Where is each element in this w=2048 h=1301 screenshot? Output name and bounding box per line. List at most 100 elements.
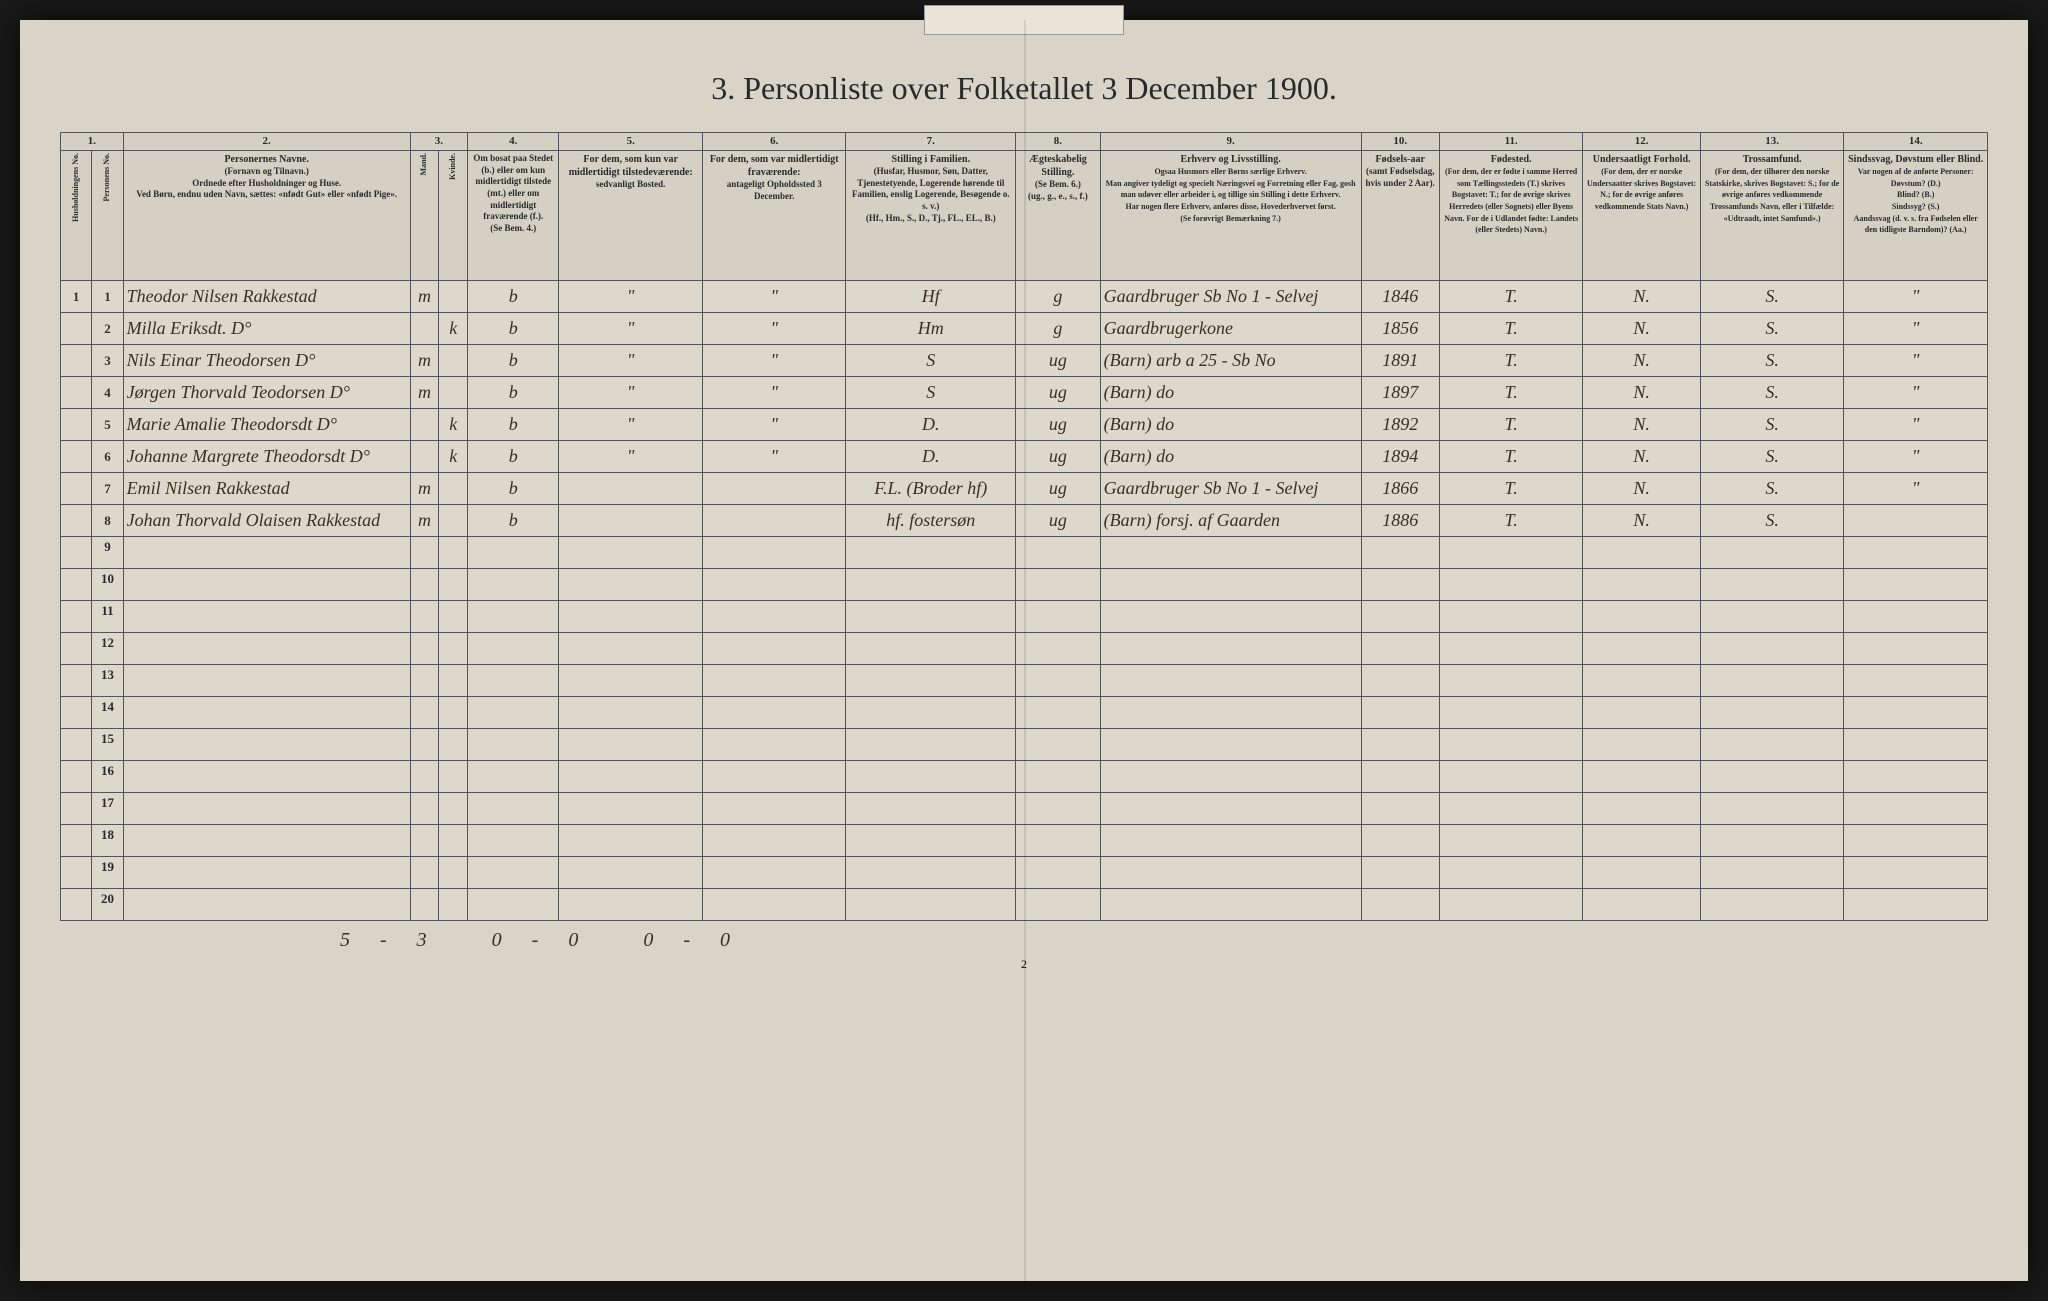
cell-occupation bbox=[1100, 569, 1361, 601]
cell-year bbox=[1361, 793, 1439, 825]
cell-household bbox=[61, 377, 92, 409]
cell-residence bbox=[468, 889, 559, 921]
cell-nationality: N. bbox=[1583, 281, 1700, 313]
cell-family bbox=[846, 889, 1016, 921]
cell-temp-absent bbox=[702, 857, 846, 889]
cell-name: Milla Eriksdt. D° bbox=[123, 313, 410, 345]
colnum-6: 6. bbox=[702, 133, 846, 151]
cell-year bbox=[1361, 601, 1439, 633]
cell-family: hf. fostersøn bbox=[846, 505, 1016, 537]
cell-disability: " bbox=[1844, 377, 1988, 409]
cell-sex-m: m bbox=[410, 345, 439, 377]
cell-year bbox=[1361, 665, 1439, 697]
cell-family bbox=[846, 697, 1016, 729]
cell-year: 1886 bbox=[1361, 505, 1439, 537]
cell-occupation bbox=[1100, 633, 1361, 665]
cell-nationality bbox=[1583, 857, 1700, 889]
cell-nationality: N. bbox=[1583, 505, 1700, 537]
cell-sex-m bbox=[410, 825, 439, 857]
cell-marital bbox=[1016, 889, 1101, 921]
cell-nationality: N. bbox=[1583, 345, 1700, 377]
cell-name bbox=[123, 697, 410, 729]
cell-religion bbox=[1700, 569, 1844, 601]
cell-name bbox=[123, 633, 410, 665]
cell-marital: ug bbox=[1016, 345, 1101, 377]
cell-sex-m bbox=[410, 633, 439, 665]
cell-family: S bbox=[846, 345, 1016, 377]
cell-religion bbox=[1700, 793, 1844, 825]
cell-marital: ug bbox=[1016, 377, 1101, 409]
cell-sex-m bbox=[410, 441, 439, 473]
cell-sex-k bbox=[439, 345, 468, 377]
cell-residence bbox=[468, 825, 559, 857]
cell-family: F.L. (Broder hf) bbox=[846, 473, 1016, 505]
cell-marital bbox=[1016, 857, 1101, 889]
cell-temp-absent bbox=[702, 889, 846, 921]
cell-temp-present bbox=[559, 505, 703, 537]
colnum-12: 12. bbox=[1583, 133, 1700, 151]
cell-nationality bbox=[1583, 633, 1700, 665]
cell-name bbox=[123, 889, 410, 921]
cell-occupation: (Barn) do bbox=[1100, 377, 1361, 409]
header-birthyear: Fødsels-aar (samt Fødselsdag, hvis under… bbox=[1361, 151, 1439, 281]
cell-nationality: N. bbox=[1583, 377, 1700, 409]
cell-nationality bbox=[1583, 537, 1700, 569]
cell-sex-m: m bbox=[410, 505, 439, 537]
cell-household bbox=[61, 793, 92, 825]
header-nationality: Undersaatligt Forhold. (For dem, der er … bbox=[1583, 151, 1700, 281]
cell-religion: S. bbox=[1700, 377, 1844, 409]
cell-year: 1846 bbox=[1361, 281, 1439, 313]
cell-nationality bbox=[1583, 825, 1700, 857]
cell-birthplace bbox=[1439, 793, 1583, 825]
cell-temp-absent bbox=[702, 825, 846, 857]
cell-occupation: Gaardbruger Sb No 1 - Selvej bbox=[1100, 473, 1361, 505]
cell-disability bbox=[1844, 793, 1988, 825]
cell-year bbox=[1361, 889, 1439, 921]
cell-nationality bbox=[1583, 889, 1700, 921]
cell-name bbox=[123, 665, 410, 697]
header-sex-m: Mand. bbox=[410, 151, 439, 281]
cell-sex-k: k bbox=[439, 409, 468, 441]
cell-family: S bbox=[846, 377, 1016, 409]
cell-sex-k bbox=[439, 281, 468, 313]
cell-birthplace bbox=[1439, 889, 1583, 921]
cell-family bbox=[846, 825, 1016, 857]
cell-religion bbox=[1700, 761, 1844, 793]
header-household-no: Husholdningens No. bbox=[61, 151, 92, 281]
cell-year: 1897 bbox=[1361, 377, 1439, 409]
cell-disability bbox=[1844, 761, 1988, 793]
cell-disability: " bbox=[1844, 441, 1988, 473]
cell-household bbox=[61, 857, 92, 889]
cell-religion: S. bbox=[1700, 473, 1844, 505]
cell-nationality bbox=[1583, 793, 1700, 825]
cell-person-no: 20 bbox=[92, 889, 123, 921]
cell-birthplace: T. bbox=[1439, 345, 1583, 377]
cell-disability bbox=[1844, 665, 1988, 697]
cell-birthplace bbox=[1439, 665, 1583, 697]
cell-marital bbox=[1016, 537, 1101, 569]
cell-religion bbox=[1700, 697, 1844, 729]
cell-temp-present: " bbox=[559, 313, 703, 345]
cell-year bbox=[1361, 857, 1439, 889]
cell-family bbox=[846, 857, 1016, 889]
cell-sex-k bbox=[439, 825, 468, 857]
colnum-13: 13. bbox=[1700, 133, 1844, 151]
cell-sex-m bbox=[410, 569, 439, 601]
cell-marital: ug bbox=[1016, 505, 1101, 537]
cell-sex-k bbox=[439, 601, 468, 633]
cell-religion bbox=[1700, 857, 1844, 889]
cell-family bbox=[846, 761, 1016, 793]
cell-person-no: 5 bbox=[92, 409, 123, 441]
colnum-9: 9. bbox=[1100, 133, 1361, 151]
cell-year: 1866 bbox=[1361, 473, 1439, 505]
cell-household bbox=[61, 313, 92, 345]
cell-year: 1856 bbox=[1361, 313, 1439, 345]
header-residence: Om bosat paa Stedet (b.) eller om kun mi… bbox=[468, 151, 559, 281]
cell-name bbox=[123, 537, 410, 569]
cell-religion: S. bbox=[1700, 281, 1844, 313]
cell-person-no: 11 bbox=[92, 601, 123, 633]
cell-person-no: 7 bbox=[92, 473, 123, 505]
cell-temp-present bbox=[559, 825, 703, 857]
cell-birthplace: T. bbox=[1439, 281, 1583, 313]
cell-marital: g bbox=[1016, 313, 1101, 345]
